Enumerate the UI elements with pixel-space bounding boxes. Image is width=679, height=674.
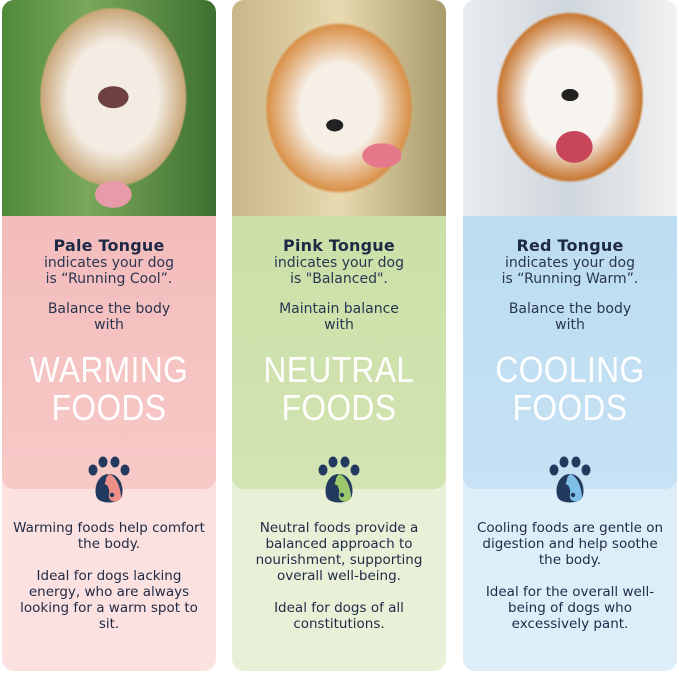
food-heading-line-1: WARMING <box>29 349 189 390</box>
balance-line: with <box>555 317 585 333</box>
column-pale-tongue: Pale Tongue indicates your dog is “Runni… <box>2 0 216 671</box>
balance-line: with <box>94 317 124 333</box>
food-heading-line-2: FOODS <box>281 387 397 428</box>
ideal-for: Ideal for the overall well-being of dogs… <box>485 584 655 632</box>
food-heading-line-2: FOODS <box>512 387 628 428</box>
description: Cooling foods are gentle on digestion an… <box>476 520 664 568</box>
upper-panel: Pink Tongue indicates your dog is "Balan… <box>232 216 446 503</box>
lower-panel: Warming foods help comfort the body. Idea… <box>2 470 216 671</box>
column-red-tongue: Red Tongue indicates your dog is “Runnin… <box>463 0 677 671</box>
balance-line: Maintain balance <box>279 301 399 317</box>
dog-photo-pale-tongue <box>2 0 216 216</box>
food-heading: WARMING FOODS <box>15 351 203 427</box>
subtitle-line: is "Balanced". <box>290 271 388 287</box>
dog-photo-pink-tongue <box>232 0 446 216</box>
card-title: Pink Tongue <box>283 236 395 255</box>
dog-photo-red-tongue <box>463 0 677 216</box>
ideal-for: Ideal for dogs of all constitutions. <box>274 600 404 632</box>
balance-line: with <box>324 317 354 333</box>
column-pink-tongue: Pink Tongue indicates your dog is "Balan… <box>232 0 446 671</box>
yin-yang-paw-icon <box>318 456 360 503</box>
food-heading: COOLING FOODS <box>476 351 664 427</box>
subtitle-line: indicates your dog <box>44 255 174 271</box>
yin-yang-paw-icon <box>549 456 591 503</box>
description: Warming foods help comfort the body. <box>13 520 205 552</box>
food-heading-line-2: FOODS <box>51 387 167 428</box>
yin-yang-paw-icon <box>88 456 130 503</box>
subtitle-line: is “Running Warm”. <box>501 271 639 287</box>
balance-line: Balance the body <box>47 301 171 317</box>
subtitle-line: is “Running Cool”. <box>45 271 173 287</box>
subtitle-line: indicates your dog <box>505 255 635 271</box>
lower-panel: Cooling foods are gentle on digestion an… <box>463 470 677 671</box>
subtitle-line: indicates your dog <box>274 255 404 271</box>
food-heading-line-1: NEUTRAL <box>263 349 415 390</box>
upper-panel: Pale Tongue indicates your dog is “Runni… <box>2 216 216 503</box>
balance-line: Balance the body <box>508 301 632 317</box>
upper-panel: Red Tongue indicates your dog is “Runnin… <box>463 216 677 503</box>
food-heading: NEUTRAL FOODS <box>245 351 433 427</box>
description: Neutral foods provide a balanced approac… <box>255 520 423 584</box>
card-title: Pale Tongue <box>53 236 165 255</box>
ideal-for: Ideal for dogs lacking energy, who are a… <box>20 568 198 632</box>
card-title: Red Tongue <box>516 236 624 255</box>
food-heading-line-1: COOLING <box>495 349 645 390</box>
lower-panel: Neutral foods provide a balanced approac… <box>232 470 446 671</box>
